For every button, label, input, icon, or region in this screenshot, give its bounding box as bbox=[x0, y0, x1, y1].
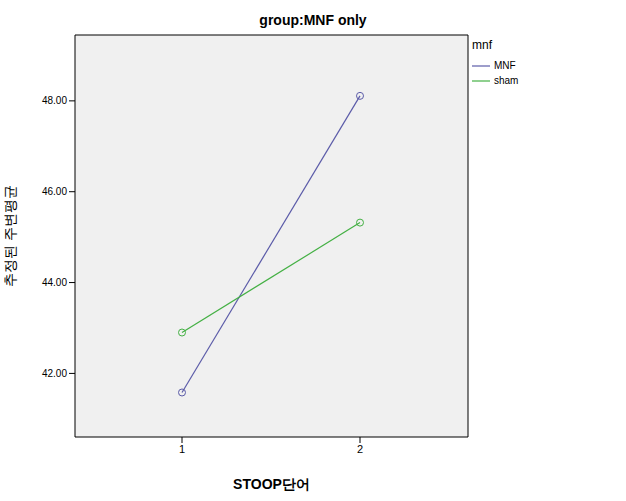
svg-text:추정된 주변평균: 추정된 주변평균 bbox=[8, 185, 18, 287]
svg-text:STOOP단어: STOOP단어 bbox=[233, 476, 310, 492]
html-text:mnf: mnf bbox=[472, 38, 492, 52]
svg-text:1: 1 bbox=[179, 443, 185, 455]
svg-text:44.00: 44.00 bbox=[42, 277, 67, 288]
svg-text:2: 2 bbox=[357, 443, 363, 455]
html-text:group:MNF only: group:MNF only bbox=[259, 12, 367, 28]
svg-text:48.00: 48.00 bbox=[42, 95, 67, 106]
svg-text:46.00: 46.00 bbox=[42, 186, 67, 197]
html-text:MNF: MNF bbox=[494, 60, 516, 71]
svg-text:42.00: 42.00 bbox=[42, 368, 67, 379]
html-text:sham: sham bbox=[494, 75, 519, 86]
